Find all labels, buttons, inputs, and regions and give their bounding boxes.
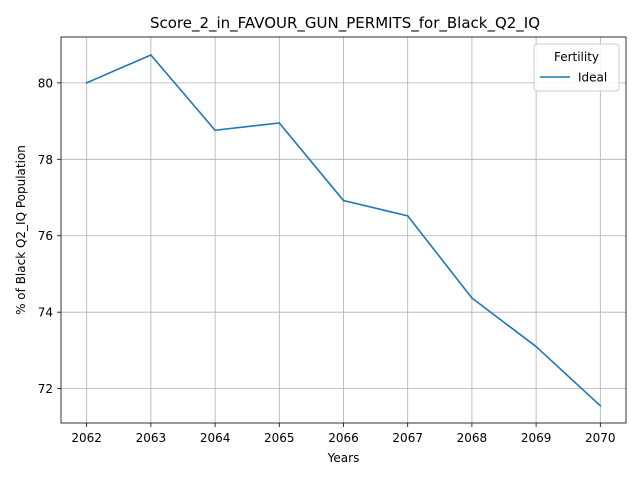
chart-title: Score_2_in_FAVOUR_GUN_PERMITS_for_Black_… bbox=[150, 14, 540, 33]
x-axis-label: Years bbox=[327, 451, 360, 465]
data-point bbox=[599, 405, 602, 407]
x-tick-label: 2066 bbox=[328, 431, 359, 445]
data-point bbox=[535, 345, 537, 348]
data-point bbox=[278, 122, 281, 124]
data-point bbox=[214, 129, 216, 132]
x-tick-label: 2063 bbox=[136, 431, 167, 445]
legend-label-ideal: Ideal bbox=[578, 71, 607, 85]
data-point bbox=[406, 215, 409, 217]
x-tick-label: 2068 bbox=[457, 431, 488, 445]
x-tick-label: 2062 bbox=[71, 431, 102, 445]
x-tick-label: 2064 bbox=[200, 431, 231, 445]
grid-lines bbox=[61, 37, 626, 423]
legend-box bbox=[533, 43, 620, 92]
y-tick-label: 74 bbox=[38, 306, 53, 320]
data-point bbox=[342, 199, 345, 202]
y-tick-label: 76 bbox=[38, 229, 53, 243]
x-tick-label: 2070 bbox=[585, 431, 616, 445]
axis-ticks: 2062 2063 2064 2065 2066 2067 2068 2069 2070 72 74… bbox=[38, 76, 616, 445]
data-point bbox=[471, 297, 473, 299]
x-tick-label: 2069 bbox=[521, 431, 552, 445]
y-tick-label: 72 bbox=[38, 382, 53, 396]
x-tick-label: 2065 bbox=[264, 431, 295, 445]
data-point bbox=[85, 82, 88, 84]
data-series bbox=[85, 54, 602, 407]
data-point bbox=[150, 54, 152, 56]
plot-frame bbox=[60, 36, 627, 424]
x-tick-label: 2067 bbox=[392, 431, 423, 445]
legend-title: Fertility bbox=[554, 50, 599, 64]
y-tick-label: 80 bbox=[38, 76, 53, 90]
legend: Fertility Ideal bbox=[533, 43, 620, 92]
y-axis-label: % of Black Q2_IQ Population bbox=[14, 145, 28, 315]
y-tick-label: 78 bbox=[38, 153, 53, 167]
